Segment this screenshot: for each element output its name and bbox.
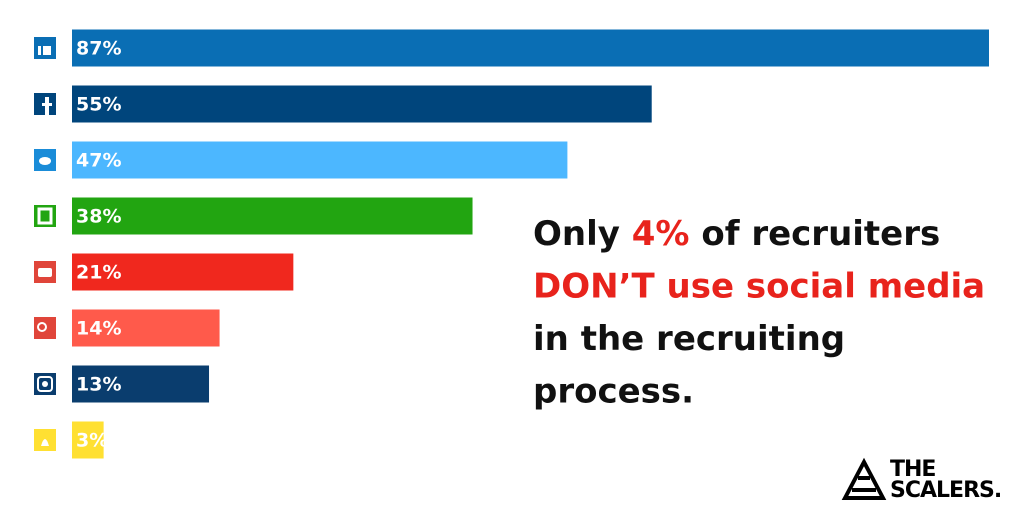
logo: THE SCALERS. bbox=[841, 457, 1002, 503]
value-label: 55% bbox=[76, 94, 121, 116]
value-label: 13% bbox=[76, 374, 121, 396]
logo-line2: SCALERS. bbox=[890, 478, 1001, 503]
annotation-part: 4% bbox=[632, 214, 690, 254]
bar bbox=[72, 421, 104, 459]
value-label: 47% bbox=[76, 150, 121, 172]
annotation-part: process. bbox=[533, 372, 694, 412]
bar bbox=[72, 365, 210, 403]
logo-mark bbox=[841, 457, 887, 500]
value-label: 14% bbox=[76, 318, 121, 340]
value-label: 21% bbox=[76, 262, 121, 284]
bar bbox=[72, 197, 473, 235]
annotation-part: Only bbox=[533, 214, 632, 254]
icons bbox=[34, 37, 56, 451]
bar bbox=[72, 85, 652, 123]
bar bbox=[72, 141, 568, 179]
annotation-part: DON’T use social media bbox=[533, 267, 985, 307]
annotation-part: in the recruiting bbox=[533, 319, 845, 359]
value-label: 87% bbox=[76, 38, 121, 60]
bar bbox=[72, 29, 989, 67]
annotation: Only 4% of recruiters DON’T use social me… bbox=[533, 214, 985, 412]
bar bbox=[72, 253, 294, 291]
annotation-part: of recruiters bbox=[690, 214, 941, 254]
value-label: 38% bbox=[76, 206, 121, 228]
value-label: 3% bbox=[76, 430, 108, 452]
logo-line1: THE bbox=[890, 457, 935, 482]
bar bbox=[72, 309, 220, 347]
